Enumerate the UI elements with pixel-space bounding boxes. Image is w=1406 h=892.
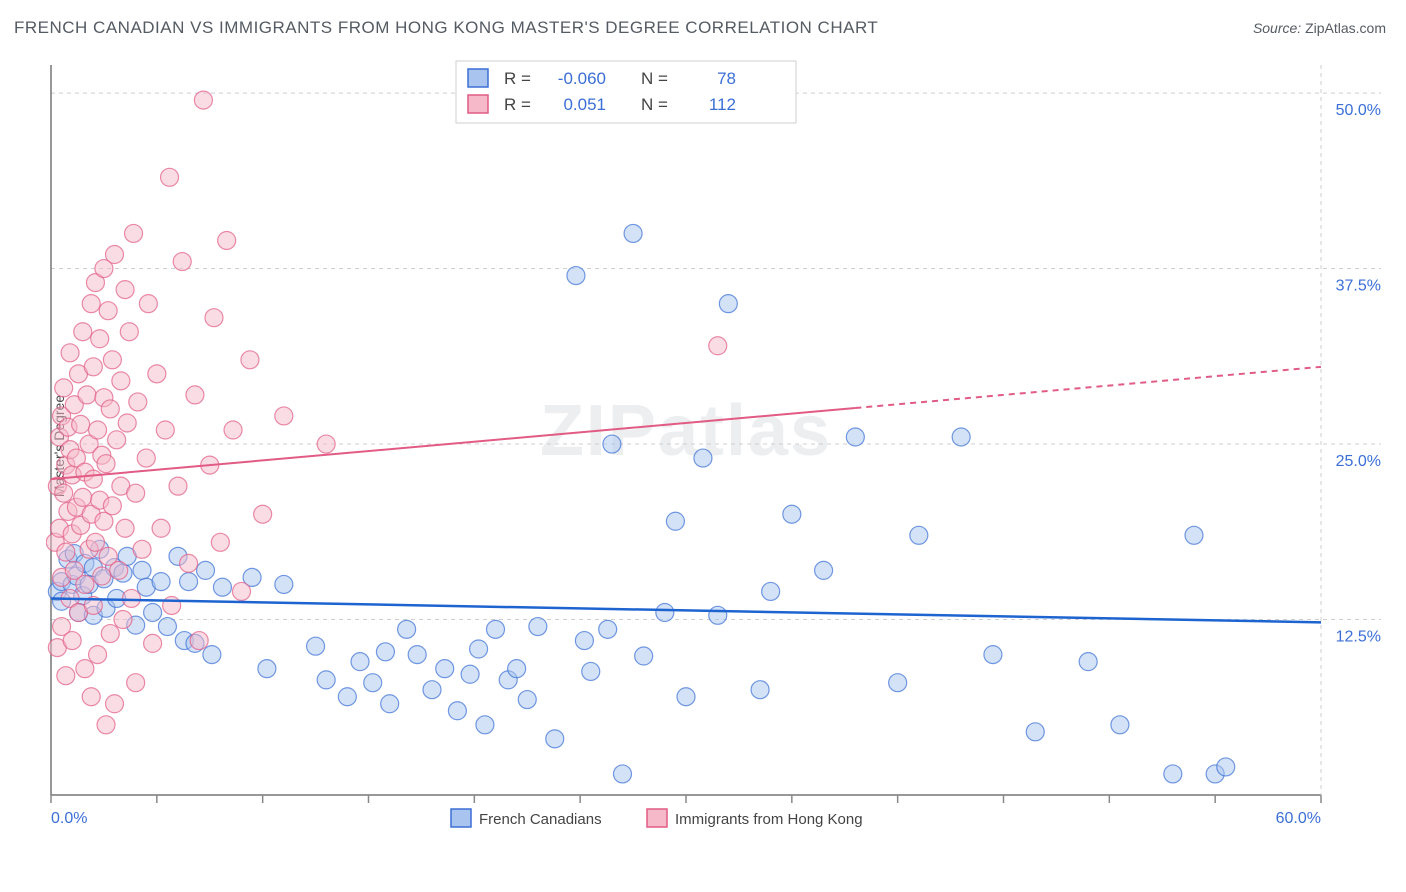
svg-text:0.0%: 0.0% [51, 810, 87, 827]
svg-text:N =: N = [641, 95, 668, 114]
source-label: Source: [1253, 20, 1301, 36]
svg-text:ZIPatlas: ZIPatlas [540, 391, 832, 471]
svg-text:R =: R = [504, 95, 531, 114]
svg-text:French Canadians: French Canadians [479, 811, 602, 828]
chart-source: Source: ZipAtlas.com [1253, 20, 1386, 36]
svg-text:78: 78 [717, 69, 736, 88]
svg-text:50.0%: 50.0% [1336, 102, 1381, 119]
svg-text:25.0%: 25.0% [1336, 453, 1381, 470]
chart-title: FRENCH CANADIAN VS IMMIGRANTS FROM HONG … [14, 18, 878, 38]
plot-area: ZIPatlas 12.5% 25.0% 37.5% 50.0% 0.0% 60.0% R =… [46, 55, 1386, 845]
svg-text:N =: N = [641, 69, 668, 88]
svg-text:37.5%: 37.5% [1336, 278, 1381, 295]
svg-text:60.0%: 60.0% [1276, 810, 1321, 827]
svg-text:Immigrants from Hong Kong: Immigrants from Hong Kong [675, 811, 863, 828]
svg-text:0.051: 0.051 [563, 95, 606, 114]
chart-header: FRENCH CANADIAN VS IMMIGRANTS FROM HONG … [14, 18, 1386, 38]
svg-text:-0.060: -0.060 [558, 69, 606, 88]
svg-text:R =: R = [504, 69, 531, 88]
scatter-svg: ZIPatlas 12.5% 25.0% 37.5% 50.0% 0.0% 60.0% R =… [46, 55, 1386, 845]
svg-text:112: 112 [709, 95, 736, 114]
source-value: ZipAtlas.com [1305, 20, 1386, 36]
svg-text:12.5%: 12.5% [1336, 629, 1381, 646]
